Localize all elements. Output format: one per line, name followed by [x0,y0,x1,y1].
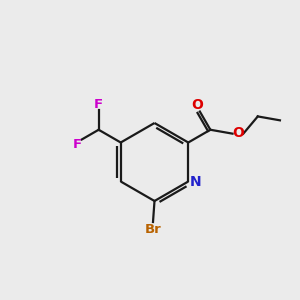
Text: N: N [190,175,202,188]
Text: Br: Br [145,223,161,236]
Text: F: F [73,138,82,152]
Text: O: O [191,98,203,112]
Text: O: O [232,126,244,140]
Text: F: F [94,98,103,111]
